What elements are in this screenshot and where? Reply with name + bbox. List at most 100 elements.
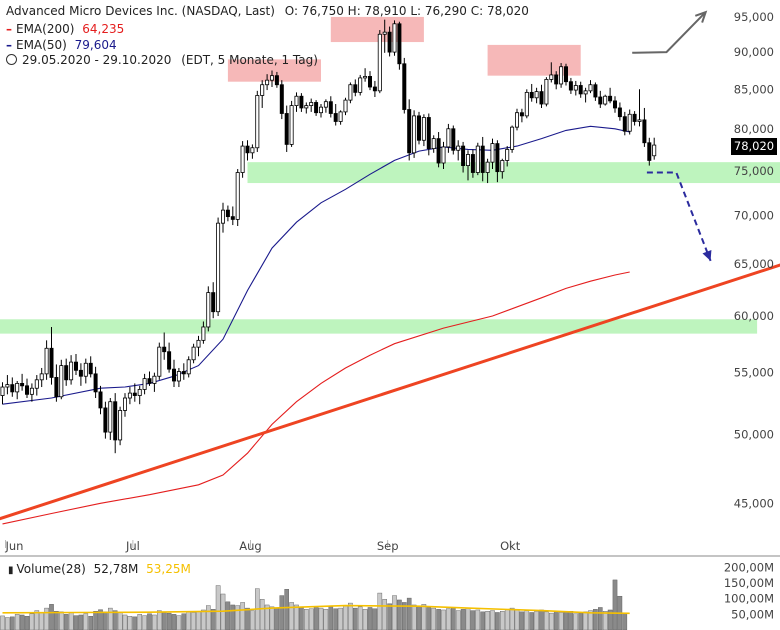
candle — [69, 355, 74, 385]
volume-bar — [382, 599, 388, 630]
candle-body — [544, 79, 549, 105]
volume-bar — [245, 607, 250, 630]
volume-bar — [495, 612, 500, 630]
candle-body — [598, 96, 603, 105]
volume-bar — [250, 610, 255, 630]
candle-body — [64, 365, 69, 381]
volume-bar — [343, 605, 348, 630]
candle-body — [549, 74, 554, 80]
volume-bar — [333, 608, 339, 630]
candle — [485, 158, 490, 184]
candle — [132, 383, 137, 402]
candle — [318, 104, 323, 118]
volume-bar — [411, 604, 417, 630]
candle-body — [372, 86, 377, 92]
candle — [34, 375, 39, 396]
candle — [49, 326, 54, 385]
volume-bar — [186, 611, 192, 630]
candle-body — [83, 362, 88, 377]
date-range-line: 29.05.2020 - 29.10.2020 (EDT, 5 Monate, … — [6, 53, 318, 67]
candle — [279, 80, 284, 120]
volume-bar — [132, 616, 138, 630]
candle-body — [265, 79, 270, 86]
volume-bar — [524, 610, 530, 630]
candle-body — [402, 63, 407, 110]
volume-bar — [504, 609, 510, 630]
candle-body — [627, 113, 632, 132]
candle — [333, 104, 338, 126]
volume-bar — [563, 611, 569, 630]
volume-bar — [313, 606, 319, 630]
candle-body — [29, 387, 34, 395]
volume-bar — [294, 604, 299, 630]
candle — [353, 79, 358, 97]
candle — [348, 82, 353, 104]
candle-body — [250, 147, 255, 154]
candle — [260, 80, 265, 108]
candle-body — [632, 113, 637, 122]
candle — [29, 383, 34, 402]
y-tick-label: 80,000 — [734, 122, 774, 136]
candle-body — [343, 99, 348, 113]
y-tick-label: 70,000 — [734, 209, 774, 223]
volume-bar — [176, 615, 182, 630]
candle-body — [529, 91, 534, 99]
candle — [500, 158, 505, 179]
candle — [137, 385, 142, 405]
candle-body — [510, 126, 515, 150]
volume-bar — [230, 604, 236, 630]
candle — [220, 202, 225, 233]
candle — [216, 217, 221, 317]
volume-bar — [308, 608, 314, 630]
candle-body — [461, 145, 466, 166]
candle-body — [426, 117, 431, 149]
candle — [191, 343, 196, 364]
candle-body — [274, 75, 279, 86]
candle-body — [573, 85, 578, 91]
volume-bar — [323, 609, 329, 630]
candle-body — [559, 66, 564, 85]
trend-arrow-up — [632, 11, 707, 54]
candle-body — [225, 209, 230, 218]
candle — [510, 125, 515, 153]
candle-body — [304, 105, 309, 109]
volume-tick-label: 50,00M — [731, 607, 774, 621]
date-range: 29.05.2020 - 29.10.2020 — [22, 53, 172, 67]
candle — [328, 96, 333, 118]
x-tick-label: Aug — [239, 539, 261, 553]
candle — [108, 398, 113, 440]
candle-body — [69, 361, 74, 381]
volume-bar — [122, 614, 128, 630]
candle-body — [211, 292, 216, 313]
volume-bar — [372, 608, 378, 630]
candle — [201, 321, 206, 344]
volume-bar — [480, 611, 486, 630]
candle-body — [103, 407, 108, 433]
volume-bar — [357, 606, 363, 630]
ema200-legend-swatch: – — [6, 22, 12, 36]
candle-body — [617, 107, 622, 118]
x-tick-label: Okt — [500, 539, 521, 553]
candle — [588, 80, 593, 94]
candle-body — [323, 101, 328, 108]
candle-body — [152, 375, 157, 384]
candle-body — [358, 77, 363, 93]
candle — [416, 111, 421, 145]
volume-bar — [500, 611, 505, 630]
volume-tick-label: 100,00M — [724, 592, 774, 606]
volume-bar — [274, 607, 280, 630]
volume-bar — [397, 599, 402, 630]
volume-bar — [470, 610, 476, 630]
volume-bar — [431, 607, 437, 630]
candle — [299, 93, 304, 112]
candle-body — [5, 384, 10, 388]
volume-bar — [328, 606, 334, 630]
candle-body — [157, 346, 162, 377]
candle — [436, 132, 441, 168]
candle-body — [54, 377, 59, 398]
candle — [426, 113, 431, 156]
y-tick-label: 50,000 — [734, 428, 774, 442]
candle-body — [412, 115, 417, 154]
candle — [309, 98, 314, 112]
candle-body — [431, 138, 436, 149]
